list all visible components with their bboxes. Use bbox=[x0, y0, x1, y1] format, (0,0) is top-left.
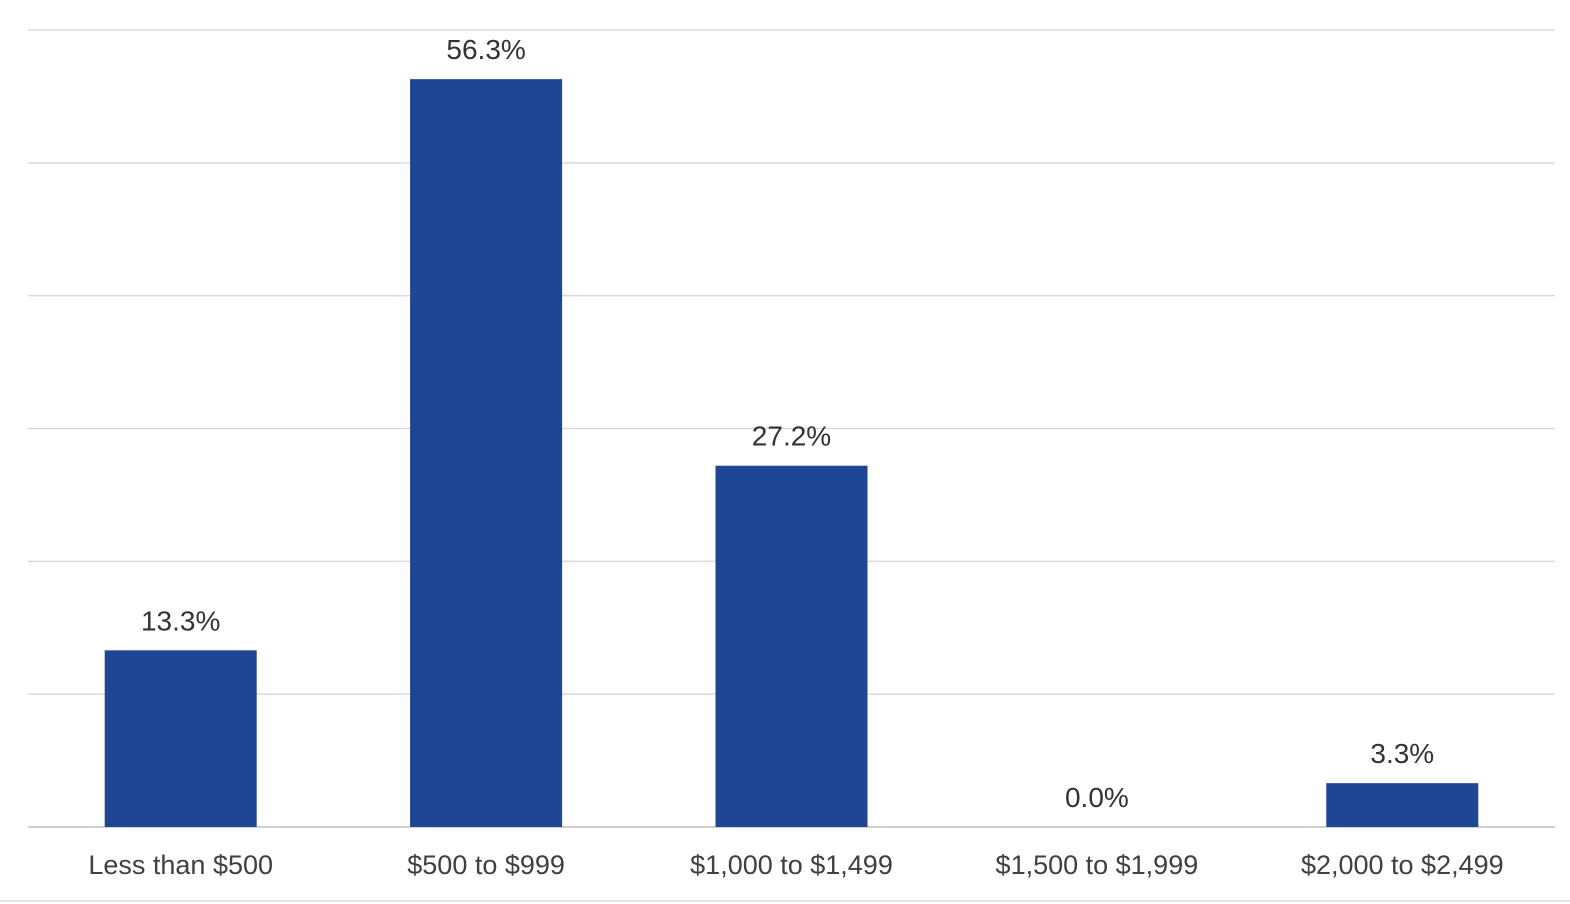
bar-2 bbox=[715, 465, 868, 827]
data-label-1: 56.3% bbox=[446, 34, 525, 65]
bar-1 bbox=[410, 79, 563, 828]
x-axis-tick-labels: Less than $500 $500 to $999 $1,000 to $1,4… bbox=[88, 850, 1503, 880]
x-tick-label-2: $1,000 to $1,499 bbox=[690, 850, 893, 880]
data-label-3: 0.0% bbox=[1065, 782, 1129, 813]
data-label-4: 3.3% bbox=[1370, 738, 1434, 769]
data-label-2: 27.2% bbox=[752, 421, 831, 452]
data-labels: 13.3% 56.3% 27.2% 0.0% 3.3% bbox=[141, 34, 1434, 813]
x-tick-label-4: $2,000 to $2,499 bbox=[1301, 850, 1504, 880]
gridlines bbox=[0, 29, 1570, 902]
x-tick-label-0: Less than $500 bbox=[88, 850, 273, 880]
bar-4 bbox=[1326, 783, 1479, 827]
data-label-0: 13.3% bbox=[141, 605, 220, 636]
bar-0 bbox=[104, 650, 257, 827]
x-tick-label-3: $1,500 to $1,999 bbox=[996, 850, 1199, 880]
x-tick-label-1: $500 to $999 bbox=[407, 850, 565, 880]
bars bbox=[104, 79, 1479, 828]
